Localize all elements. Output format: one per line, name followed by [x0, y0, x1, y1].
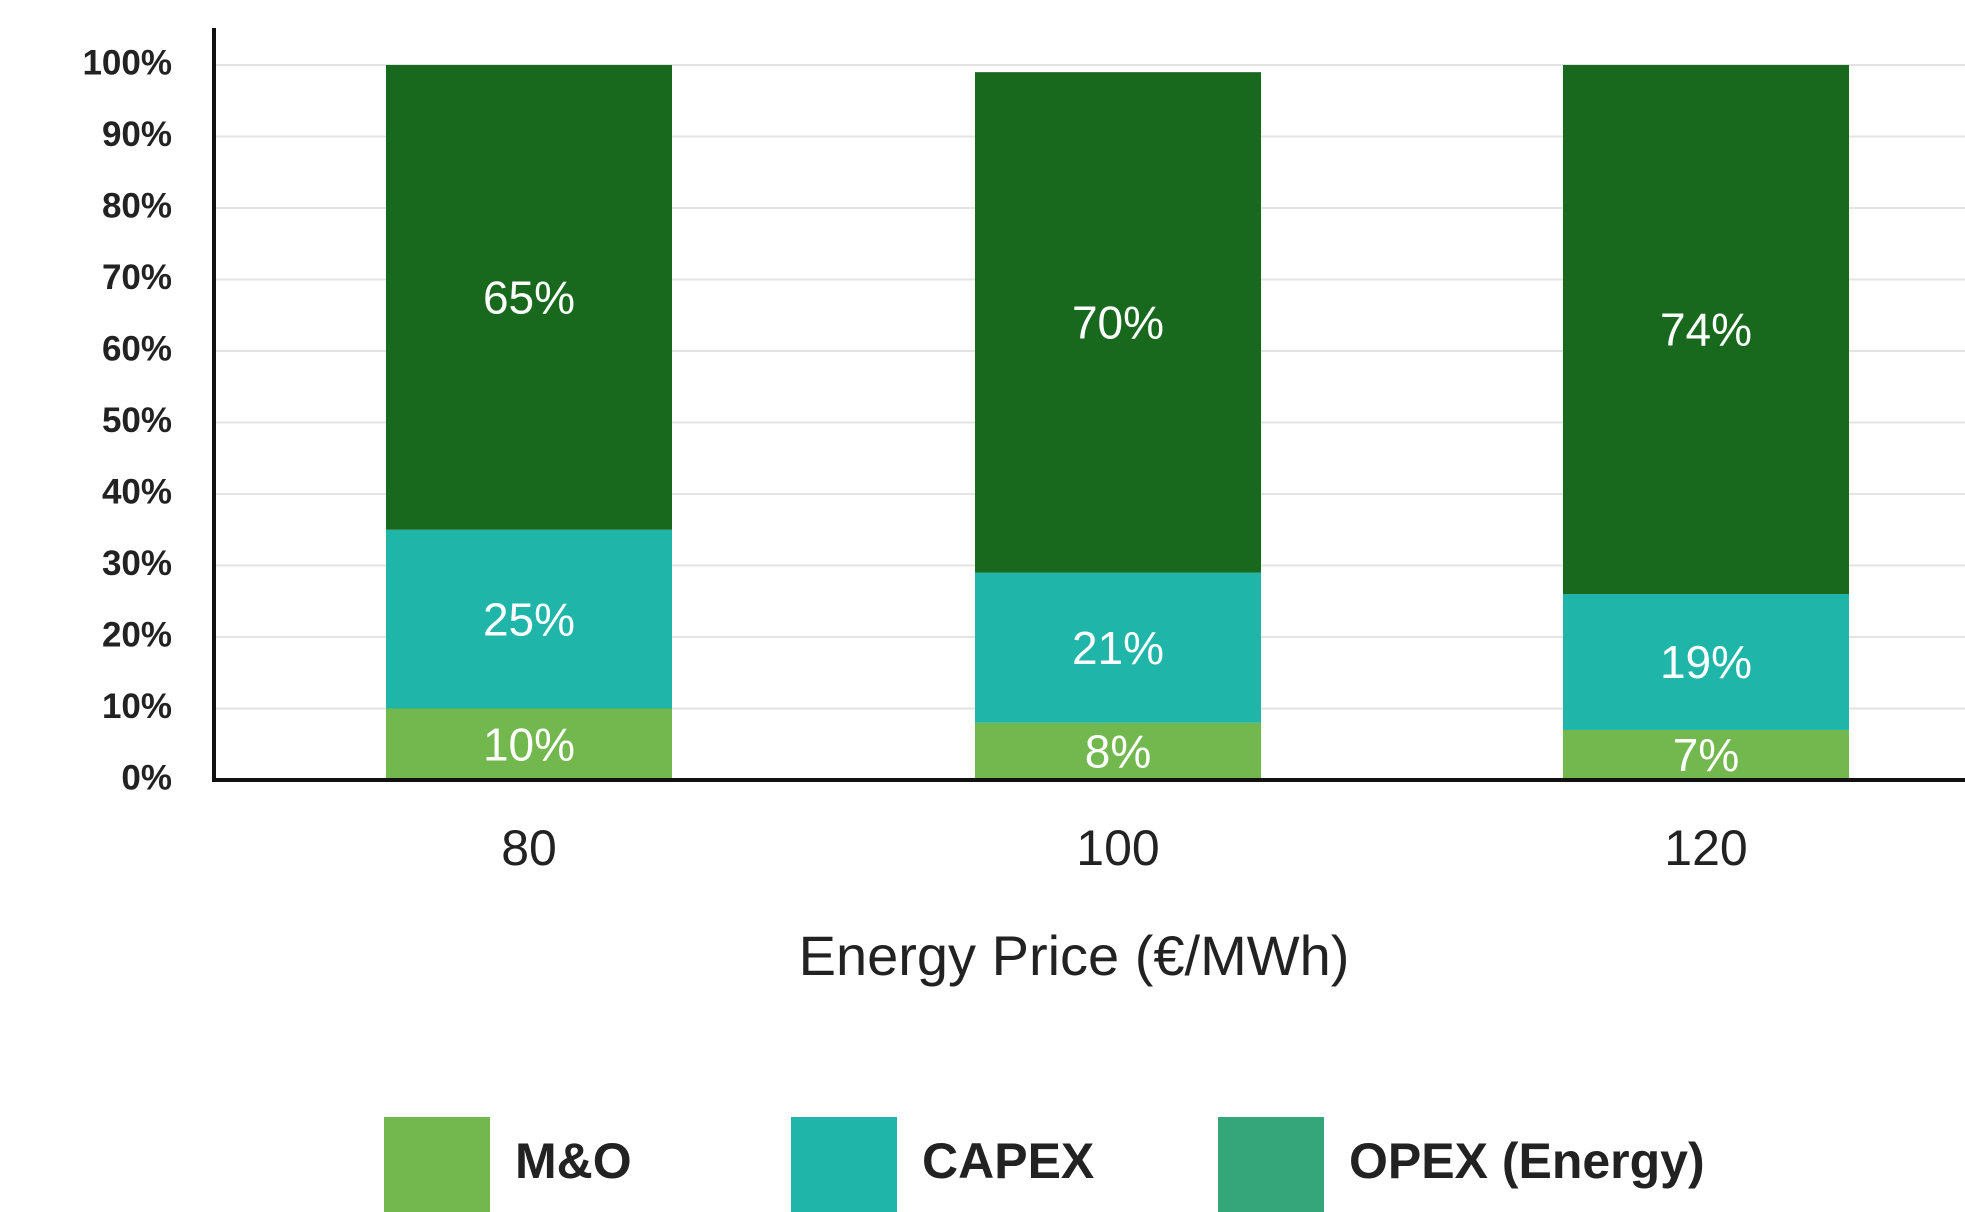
- bar-segment: [975, 572, 1261, 723]
- legend-swatch: [1218, 1117, 1324, 1212]
- legend-label: OPEX (Energy): [1349, 1133, 1705, 1189]
- data-label: 25%: [483, 593, 575, 645]
- legend-label: CAPEX: [922, 1133, 1094, 1189]
- legend-label: M&O: [515, 1133, 632, 1189]
- bar-segment: [975, 72, 1261, 573]
- y-tick-label: 30%: [102, 544, 172, 583]
- data-label: 74%: [1660, 304, 1752, 356]
- x-tick-label: 80: [501, 820, 557, 876]
- bar-segment: [1563, 594, 1849, 730]
- y-tick-label: 40%: [102, 472, 172, 511]
- x-axis-title: Energy Price (€/MWh): [799, 924, 1350, 987]
- bar-segment: [1563, 65, 1849, 595]
- data-label: 70%: [1072, 297, 1164, 349]
- x-tick-label: 120: [1664, 820, 1747, 876]
- bar-segment: [1563, 729, 1849, 780]
- y-tick-label: 80%: [102, 186, 172, 225]
- data-label: 7%: [1673, 729, 1739, 781]
- y-tick-label: 70%: [102, 258, 172, 297]
- bar-segment: [975, 722, 1261, 780]
- y-tick-label: 20%: [102, 615, 172, 654]
- data-label: 65%: [483, 272, 575, 324]
- bar-segment: [386, 65, 672, 530]
- data-label: 10%: [483, 718, 575, 770]
- y-tick-label: 50%: [102, 401, 172, 440]
- y-tick-label: 100%: [82, 43, 172, 82]
- bar-segment: [386, 529, 672, 709]
- y-tick-label: 10%: [102, 687, 172, 726]
- legend-swatch: [384, 1117, 490, 1212]
- data-label: 8%: [1085, 726, 1151, 778]
- x-tick-label: 100: [1076, 820, 1159, 876]
- data-label: 19%: [1660, 636, 1752, 688]
- y-tick-label: 60%: [102, 329, 172, 368]
- data-label: 21%: [1072, 622, 1164, 674]
- y-tick-label: 0%: [121, 758, 172, 797]
- legend-swatch: [791, 1117, 897, 1212]
- y-tick-label: 90%: [102, 115, 172, 154]
- bar-segment: [386, 708, 672, 780]
